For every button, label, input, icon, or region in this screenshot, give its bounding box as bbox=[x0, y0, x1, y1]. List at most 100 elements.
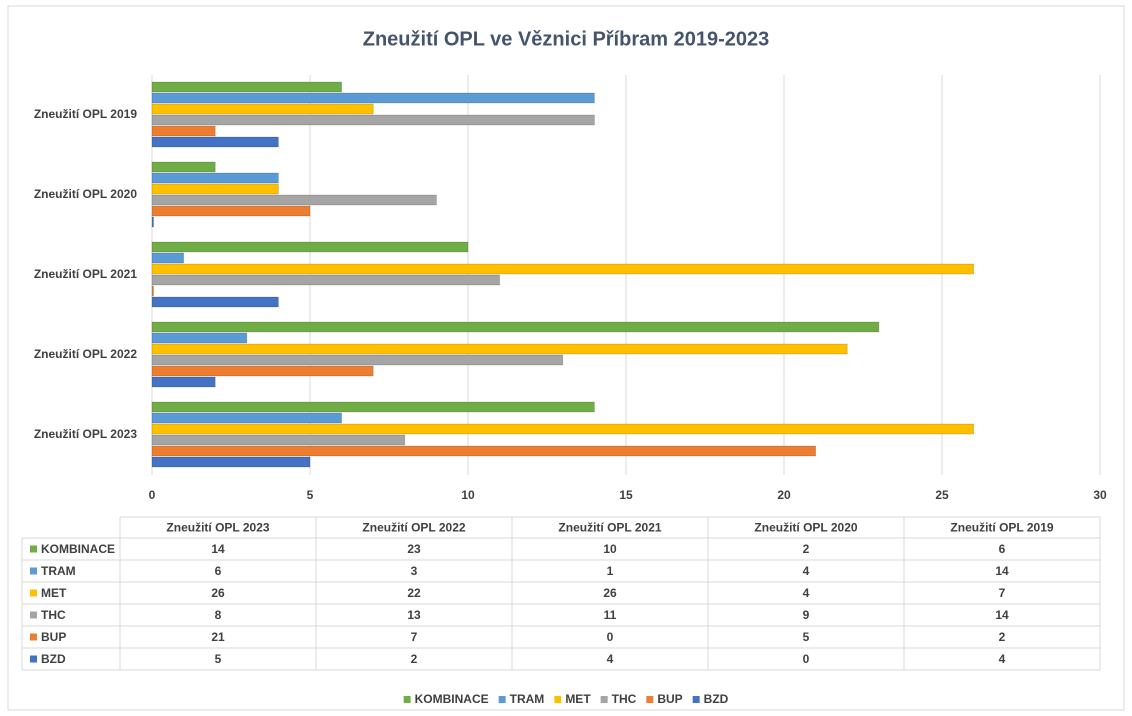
legend-key bbox=[554, 696, 562, 703]
bar bbox=[151, 194, 437, 206]
table-cell: 4 bbox=[607, 652, 614, 666]
bar bbox=[151, 81, 342, 93]
y-tick-label: Zneužití OPL 2020 bbox=[34, 187, 137, 201]
table-row-label: THC bbox=[41, 608, 66, 622]
legend-label: KOMBINACE bbox=[415, 692, 489, 706]
table-row-label: BUP bbox=[41, 630, 66, 644]
bar bbox=[151, 161, 216, 173]
x-tick-label: 5 bbox=[307, 488, 314, 502]
bar bbox=[151, 205, 311, 217]
bar bbox=[151, 241, 469, 253]
table-legend-key bbox=[30, 545, 37, 553]
table-cell: 3 bbox=[411, 564, 418, 578]
table-cell: 9 bbox=[803, 608, 810, 622]
table-cell: 14 bbox=[995, 608, 1009, 622]
y-tick-label: Zneužití OPL 2021 bbox=[34, 267, 137, 281]
legend-item: TRAM bbox=[498, 692, 545, 706]
y-tick-label: Zneužití OPL 2023 bbox=[34, 427, 137, 441]
table-cell: 6 bbox=[215, 564, 222, 578]
bar bbox=[151, 456, 311, 468]
bar bbox=[151, 136, 279, 148]
table-legend-key bbox=[30, 655, 37, 663]
table-cell: 0 bbox=[803, 652, 810, 666]
chart-title: Zneužití OPL ve Věznici Příbram 2019-202… bbox=[363, 28, 769, 50]
y-tick-label: Zneužití OPL 2019 bbox=[34, 107, 137, 121]
table-cell: 10 bbox=[603, 542, 617, 556]
bar bbox=[151, 216, 154, 228]
table-header: Zneužití OPL 2021 bbox=[558, 521, 661, 535]
x-tick-label: 20 bbox=[777, 488, 791, 502]
table-header: Zneužití OPL 2019 bbox=[950, 521, 1053, 535]
bar bbox=[151, 365, 374, 377]
table-cell: 26 bbox=[211, 586, 225, 600]
y-tick-label: Zneužití OPL 2022 bbox=[34, 347, 137, 361]
bar bbox=[151, 252, 184, 264]
legend-label: MET bbox=[565, 692, 591, 706]
table-header: Zneužití OPL 2022 bbox=[362, 521, 465, 535]
table-row-label: TRAM bbox=[41, 564, 76, 578]
bar bbox=[151, 125, 216, 137]
bar bbox=[151, 434, 406, 446]
legend-item: THC bbox=[600, 692, 637, 706]
table-header: Zneužití OPL 2020 bbox=[754, 521, 857, 535]
bar bbox=[151, 103, 374, 115]
bar bbox=[151, 183, 279, 195]
table-cell: 22 bbox=[407, 586, 421, 600]
x-tick-label: 15 bbox=[619, 488, 633, 502]
table-cell: 14 bbox=[211, 542, 225, 556]
table-header: Zneužití OPL 2023 bbox=[166, 521, 269, 535]
legend-key bbox=[692, 696, 700, 703]
bar bbox=[151, 332, 248, 344]
legend-item: BUP bbox=[646, 692, 683, 706]
legend-key bbox=[403, 696, 411, 703]
table-cell: 8 bbox=[215, 608, 222, 622]
bar bbox=[151, 401, 595, 413]
bar bbox=[151, 296, 279, 308]
table-cell: 7 bbox=[999, 586, 1006, 600]
table-row-label: MET bbox=[41, 586, 67, 600]
bar bbox=[151, 285, 154, 297]
bar bbox=[151, 445, 816, 457]
table-cell: 13 bbox=[407, 608, 421, 622]
bar bbox=[151, 343, 848, 355]
table-cell: 0 bbox=[607, 630, 614, 644]
table-legend-key bbox=[30, 611, 37, 619]
table-cell: 2 bbox=[999, 630, 1006, 644]
legend-key bbox=[600, 696, 608, 703]
bar bbox=[151, 274, 500, 286]
legend-item: KOMBINACE bbox=[403, 692, 489, 706]
legend-label: THC bbox=[612, 692, 637, 706]
bar bbox=[151, 172, 279, 184]
table-cell: 26 bbox=[603, 586, 617, 600]
table-row-label: KOMBINACE bbox=[41, 542, 115, 556]
table-cell: 2 bbox=[411, 652, 418, 666]
bar bbox=[151, 263, 974, 275]
bar bbox=[151, 354, 564, 366]
table-cell: 11 bbox=[604, 608, 617, 622]
legend-label: BZD bbox=[704, 692, 729, 706]
table-cell: 7 bbox=[411, 630, 418, 644]
bar bbox=[151, 412, 342, 424]
table-cell: 4 bbox=[803, 586, 810, 600]
table-legend-key bbox=[30, 589, 37, 597]
table-cell: 21 bbox=[211, 630, 225, 644]
x-tick-label: 10 bbox=[461, 488, 475, 502]
x-tick-label: 0 bbox=[149, 488, 156, 502]
table-cell: 2 bbox=[803, 542, 810, 556]
table-cell: 4 bbox=[803, 564, 810, 578]
table-cell: 5 bbox=[803, 630, 810, 644]
table-cell: 5 bbox=[215, 652, 222, 666]
legend-label: TRAM bbox=[510, 692, 545, 706]
table-cell: 1 bbox=[607, 564, 614, 578]
legend-key bbox=[646, 696, 654, 703]
bar bbox=[151, 423, 974, 435]
bar bbox=[151, 114, 595, 126]
table-row-label: BZD bbox=[41, 652, 66, 666]
legend-label: BUP bbox=[657, 692, 682, 706]
legend-item: MET bbox=[554, 692, 591, 706]
table-cell: 14 bbox=[995, 564, 1009, 578]
x-tick-label: 25 bbox=[935, 488, 949, 502]
table-cell: 23 bbox=[407, 542, 421, 556]
legend-key bbox=[498, 696, 506, 703]
